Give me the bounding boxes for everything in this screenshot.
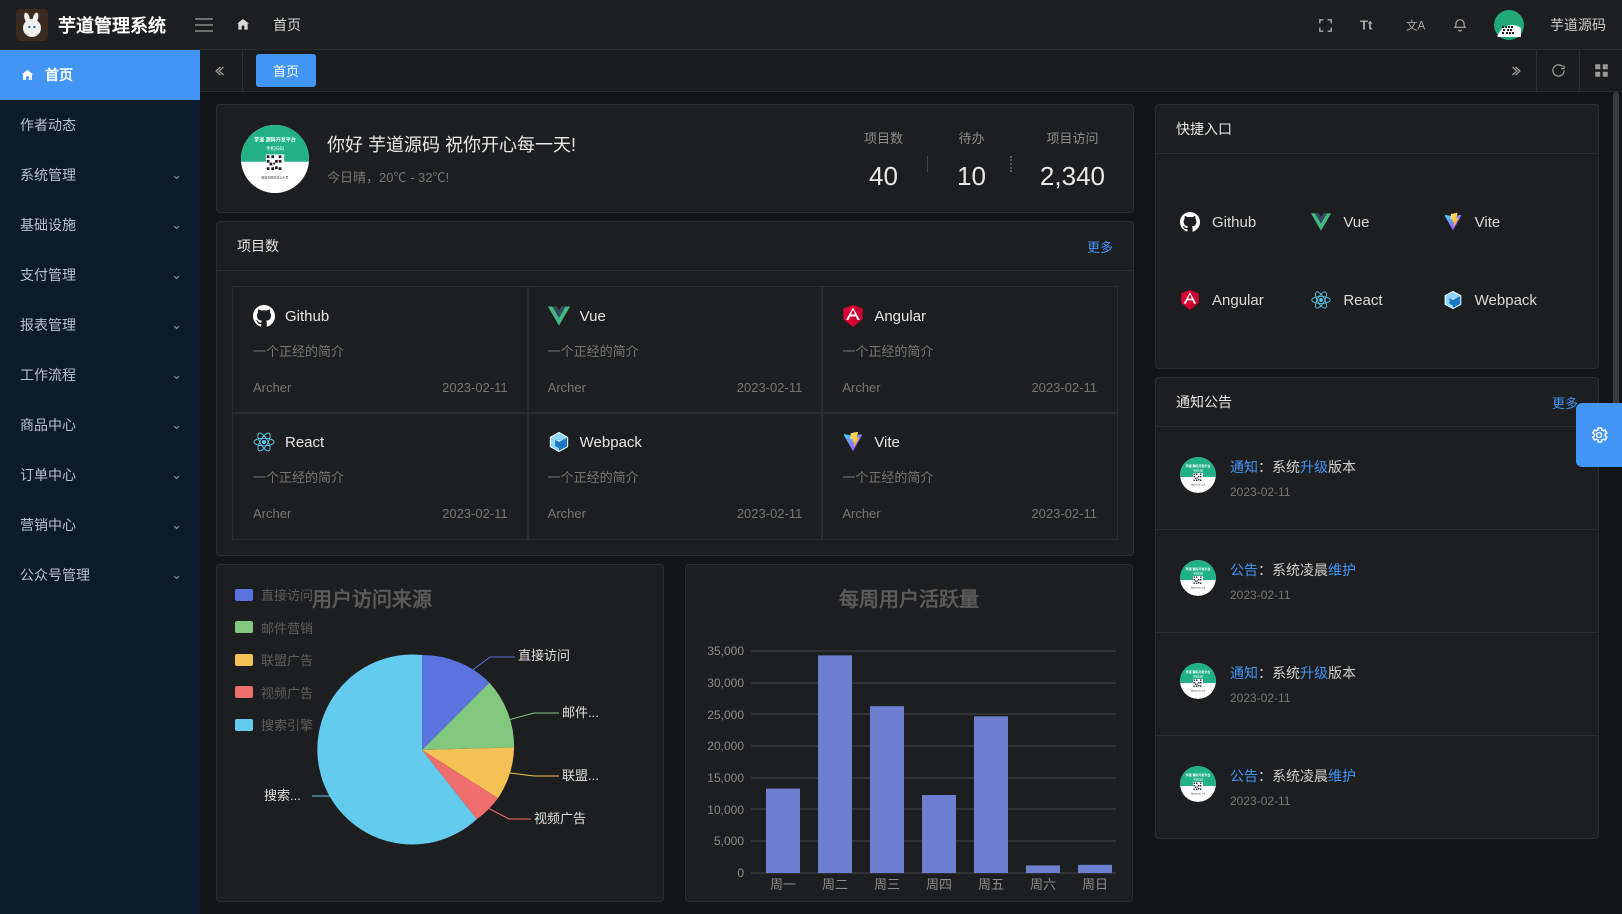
svg-text:直接访问: 直接访问 — [518, 648, 570, 663]
svg-text:周二: 周二 — [822, 877, 848, 892]
svg-text:10,000: 10,000 — [707, 803, 744, 817]
svg-text:周六: 周六 — [1030, 877, 1056, 892]
svg-text:芋道 源码开发平台: 芋道 源码开发平台 — [254, 136, 296, 143]
svg-text:手机扫码: 手机扫码 — [266, 144, 285, 151]
svg-text:15,000: 15,000 — [707, 771, 744, 785]
svg-text:0: 0 — [737, 866, 744, 880]
svg-text:视频广告: 视频广告 — [534, 811, 586, 826]
svg-text:周五: 周五 — [978, 877, 1004, 892]
svg-text:Tt: Tt — [1360, 18, 1373, 33]
svg-text:周三: 周三 — [874, 877, 900, 892]
svg-text:周四: 周四 — [926, 877, 952, 892]
svg-text:25,000: 25,000 — [707, 708, 744, 722]
svg-text:芋道 源码开发平台: 芋道 源码开发平台 — [1186, 772, 1211, 777]
svg-text:手机扫码: 手机扫码 — [1193, 675, 1204, 679]
svg-text:联盟...: 联盟... — [562, 768, 599, 783]
svg-text:文A: 文A — [1406, 19, 1426, 33]
svg-text:芋道 源码开发平台: 芋道 源码开发平台 — [1186, 463, 1211, 468]
svg-text:5,000: 5,000 — [714, 834, 744, 848]
svg-text:邮件...: 邮件... — [562, 705, 599, 720]
svg-text:30,000: 30,000 — [707, 676, 744, 690]
svg-text:手机扫码: 手机扫码 — [1193, 778, 1204, 782]
svg-text:手机扫码: 手机扫码 — [1193, 572, 1204, 576]
svg-text:芋道 源码开发平台: 芋道 源码开发平台 — [1186, 669, 1211, 674]
svg-text:芋道 源码开发平台: 芋道 源码开发平台 — [1186, 566, 1211, 571]
svg-text:周一: 周一 — [770, 877, 796, 892]
svg-text:搜索...: 搜索... — [264, 788, 301, 803]
svg-text:35,000: 35,000 — [707, 644, 744, 658]
svg-text:周日: 周日 — [1082, 877, 1108, 892]
svg-text:手机扫码: 手机扫码 — [1193, 469, 1204, 473]
svg-text:20,000: 20,000 — [707, 739, 744, 753]
svg-text:微信扫码关注公众号: 微信扫码关注公众号 — [261, 174, 288, 179]
